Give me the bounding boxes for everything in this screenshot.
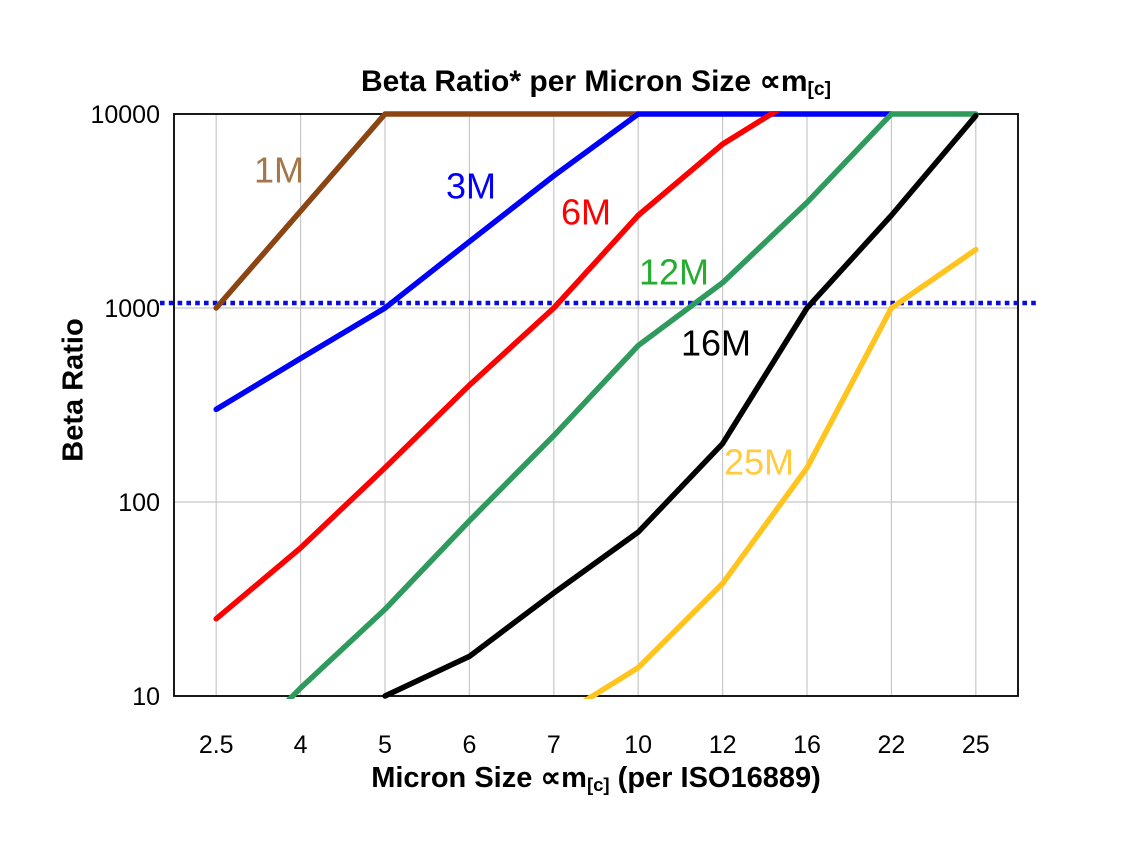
chart-title-subscript: [c]	[807, 79, 831, 101]
x-tick-label: 5	[378, 731, 392, 759]
x-axis-title-suffix: (per ISO16889)	[609, 762, 821, 794]
x-tick-label: 22	[877, 731, 905, 759]
series-label-1M: 1M	[254, 150, 304, 191]
y-tick-label: 100	[118, 489, 160, 517]
series-line-1M	[213, 111, 641, 311]
x-tick-label: 16	[793, 731, 821, 759]
series-line-3M	[213, 111, 895, 413]
x-tick-label: 10	[624, 731, 652, 759]
series-label-16M: 16M	[681, 323, 751, 364]
series-label-3M: 3M	[446, 166, 496, 207]
series-label-6M: 6M	[561, 192, 611, 233]
x-axis-title: Micron Size ∝m[c] (per ISO16889)	[174, 760, 1018, 796]
x-tick-label: 2.5	[199, 731, 234, 759]
x-axis-title-text: Micron Size	[371, 762, 541, 794]
chart-title-symbol: ∝m	[759, 65, 808, 98]
series-label-12M: 12M	[639, 252, 709, 293]
series-label-25M: 25M	[724, 442, 794, 483]
x-axis-title-subscript: [c]	[586, 774, 610, 796]
x-tick-label: 25	[962, 731, 990, 759]
series-line-6M	[213, 111, 782, 622]
x-tick-label: 7	[547, 731, 561, 759]
series-line-25M	[582, 246, 979, 699]
x-tick-label: 4	[294, 731, 308, 759]
y-tick-label: 10	[132, 683, 160, 711]
x-tick-label: 12	[709, 731, 737, 759]
x-axis-title-symbol: ∝m	[540, 762, 587, 794]
chart-title: Beta Ratio* per Micron Size ∝m[c]	[174, 64, 1018, 101]
y-tick-label: 10000	[90, 101, 160, 129]
x-tick-label: 6	[462, 731, 476, 759]
series-line-16M	[382, 112, 979, 699]
y-tick-label: 1000	[104, 295, 160, 323]
series-line-12M	[285, 111, 979, 699]
chart-title-text: Beta Ratio* per Micron Size	[361, 65, 760, 98]
